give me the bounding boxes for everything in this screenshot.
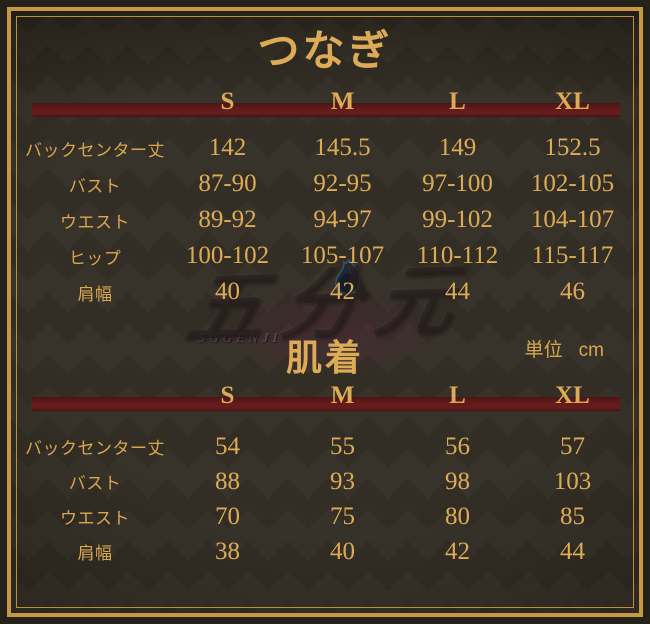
table-1-header: S M L XL — [20, 87, 630, 117]
cell-value: 42 — [445, 537, 470, 565]
cell-value: 97-100 — [422, 170, 493, 197]
column-header-xl: XL — [555, 382, 590, 409]
cell-value: 99-102 — [422, 206, 493, 233]
unit-label: 単位 — [524, 340, 563, 361]
watermark-blob — [228, 290, 433, 374]
cell-value: 88 — [215, 467, 240, 495]
cell-value: 40 — [215, 278, 240, 305]
cell-value: 80 — [445, 502, 470, 530]
cell-value: 40 — [330, 537, 355, 565]
cell-value: 152.5 — [544, 134, 601, 161]
header-red-bar — [32, 103, 620, 117]
column-header-l: L — [449, 382, 466, 409]
cell-value: 100-102 — [185, 242, 270, 269]
table-row: 肩幅 40 42 44 46 — [20, 274, 630, 310]
cell-value: 42 — [330, 278, 355, 305]
table-row: バックセンター丈 54 55 56 57 — [20, 429, 630, 464]
cell-value: 149 — [438, 134, 477, 161]
cell-value: 70 — [215, 502, 240, 530]
table-1-title: つなぎ — [257, 27, 393, 74]
cell-value: 75 — [330, 502, 355, 530]
table-row: ウエスト 70 75 80 85 — [20, 499, 630, 534]
cell-value: 94-97 — [313, 206, 372, 233]
blue-flame-icon — [335, 258, 361, 296]
cell-value: 103 — [553, 467, 592, 495]
row-label: ウエスト — [60, 509, 130, 528]
column-header-m: M — [330, 382, 355, 409]
unit-value: cm — [578, 340, 604, 361]
cell-value: 55 — [330, 432, 355, 460]
cell-value: 44 — [445, 278, 470, 305]
row-label: 肩幅 — [77, 544, 113, 563]
cell-value: 38 — [215, 537, 240, 565]
column-header-xl: XL — [555, 88, 590, 115]
cell-value: 44 — [560, 537, 585, 565]
cell-value: 92-95 — [313, 170, 372, 197]
column-header-s: S — [220, 88, 235, 115]
cell-value: 142 — [208, 134, 247, 161]
row-label: ヒップ — [68, 248, 122, 268]
cell-value: 85 — [560, 502, 585, 530]
table-2-title: 肌着 — [285, 337, 364, 378]
row-label: バックセンター丈 — [25, 439, 165, 458]
cell-value: 145.5 — [314, 134, 371, 161]
cell-value: 46 — [560, 278, 585, 305]
cell-value: 104-107 — [530, 206, 615, 233]
cell-value: 54 — [215, 432, 240, 460]
column-header-m: M — [330, 88, 355, 115]
cell-value: 56 — [445, 432, 470, 460]
row-label: バスト — [68, 176, 122, 196]
size-table-tsunagi: S M L XL バックセンター丈 142 145.5 149 152.5 バスト 87-90 92… — [20, 87, 630, 310]
row-label: ウエスト — [60, 212, 130, 232]
cell-value: 89-92 — [198, 206, 257, 233]
header-red-bar — [32, 397, 620, 411]
cell-value: 102-105 — [530, 170, 615, 197]
table-row: ヒップ 100-102 105-107 110-112 115-117 — [20, 238, 630, 274]
size-table-hadagi: S M L XL バックセンター丈 54 55 56 57 バスト 88 93 98 103 ウエスト 70… — [20, 381, 630, 569]
table-row: ウエスト 89-92 94-97 99-102 104-107 — [20, 202, 630, 238]
cell-value: 87-90 — [198, 170, 257, 197]
table-2-header: S M L XL — [20, 381, 630, 411]
cell-value: 115-117 — [531, 242, 614, 269]
watermark-logo-subtext: SGGENJI — [198, 330, 282, 345]
column-header-l: L — [449, 88, 466, 115]
cell-value: 93 — [330, 467, 355, 495]
row-label: 肩幅 — [77, 284, 113, 304]
row-label: バスト — [68, 474, 122, 493]
cell-value: 110-112 — [416, 242, 499, 269]
table-row: 肩幅 38 40 42 44 — [20, 534, 630, 569]
table-row: バックセンター丈 142 145.5 149 152.5 — [20, 130, 630, 166]
unit-note: 単位 cm — [525, 335, 604, 362]
cell-value: 98 — [445, 467, 470, 495]
table-row: バスト 88 93 98 103 — [20, 464, 630, 499]
column-header-s: S — [220, 382, 235, 409]
table-row: バスト 87-90 92-95 97-100 102-105 — [20, 166, 630, 202]
cell-value: 57 — [560, 432, 585, 460]
cell-value: 105-107 — [300, 242, 385, 269]
row-label: バックセンター丈 — [25, 140, 165, 160]
